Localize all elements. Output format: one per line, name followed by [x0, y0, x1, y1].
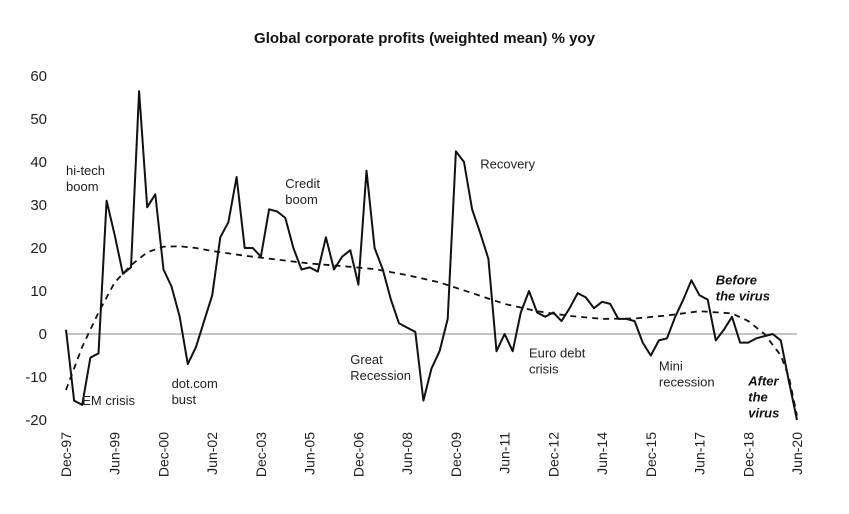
x-tick-label: Jun-20 [789, 432, 805, 475]
y-tick-label: -10 [25, 369, 47, 386]
y-tick-label: 50 [30, 111, 47, 128]
x-tick-label: Jun-05 [302, 432, 318, 475]
annotation-line: Recession [350, 368, 411, 383]
x-tick-label: Jun-11 [497, 432, 513, 474]
annotation-label: Credit boom [285, 176, 320, 207]
annotation-label: Great Recession [350, 352, 411, 383]
annotation-label: hi-tech boom [66, 163, 105, 194]
x-tick-label: Jun-17 [692, 432, 708, 475]
x-tick-label: Dec-97 [58, 432, 74, 477]
annotation-line: hi-tech [66, 163, 105, 178]
x-tick-label: Jun-14 [594, 432, 610, 475]
annotation-line: Recovery [480, 156, 535, 171]
annotation-line: Mini [659, 359, 683, 374]
x-tick-label: Dec-00 [155, 432, 171, 477]
annotation-line: After [747, 374, 779, 389]
annotation-label: EM crisis [82, 393, 135, 408]
y-axis: -20 -10 0 10 20 30 40 50 60 [25, 68, 47, 429]
x-tick-label: Jun-99 [107, 432, 123, 475]
x-tick-label: Dec-12 [545, 432, 561, 477]
x-tick-label: Jun-02 [204, 432, 220, 475]
y-tick-label: 40 [30, 154, 47, 171]
y-tick-label: 60 [30, 68, 47, 85]
x-tick-label: Dec-15 [643, 432, 659, 477]
annotation-line: Great [350, 352, 383, 367]
annotation-line: the [748, 390, 768, 405]
annotation-label: dot.com bust [172, 376, 218, 407]
y-tick-label: 0 [39, 326, 47, 343]
annotation-line: boom [66, 179, 99, 194]
y-tick-label: 10 [30, 283, 47, 300]
series-layer [65, 90, 798, 421]
profits-line [65, 90, 798, 421]
x-tick-label: Dec-18 [740, 432, 756, 477]
annotation-label: Mini recession [659, 359, 715, 390]
annotation-label: After the virus [747, 374, 779, 421]
chart-title: Global corporate profits (weighted mean)… [254, 30, 595, 47]
y-tick-label: -20 [25, 412, 47, 429]
annotation-line: crisis [529, 362, 559, 377]
x-tick-label: Dec-03 [253, 432, 269, 477]
annotation-label: Euro debt crisis [529, 346, 586, 377]
annotation-line: bust [172, 392, 197, 407]
annotation-label: Recovery [480, 156, 535, 171]
annotation-line: virus [748, 406, 779, 421]
x-tick-label: Dec-09 [448, 432, 464, 477]
annotation-line: EM crisis [82, 393, 135, 408]
annotation-line: dot.com [172, 376, 218, 391]
y-tick-label: 20 [30, 240, 47, 257]
annotation-label: Before the virus [716, 273, 770, 304]
x-tick-label: Dec-06 [350, 432, 366, 477]
annotation-line: Credit [285, 176, 320, 191]
y-tick-label: 30 [30, 197, 47, 214]
annotation-line: Euro debt [529, 346, 586, 361]
annotation-line: Before [716, 273, 757, 288]
annotation-line: the virus [716, 289, 770, 304]
annotation-line: boom [285, 192, 318, 207]
annotation-line: recession [659, 375, 715, 390]
x-tick-label: Jun-08 [399, 432, 415, 475]
x-axis: Dec-97 Jun-99 Dec-00 Jun-02 Dec-03 Jun-05 Dec-… [58, 333, 805, 477]
